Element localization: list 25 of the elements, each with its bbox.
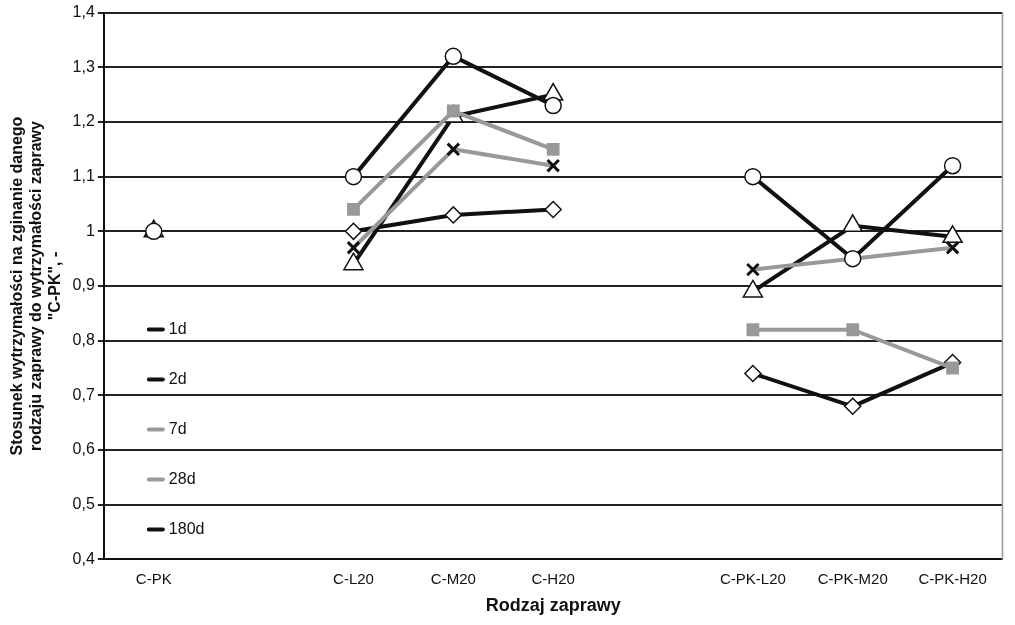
y-tick-label: 0,8 xyxy=(72,331,95,349)
y-tick-label: 0,4 xyxy=(72,549,95,567)
y-tick-label: 0,7 xyxy=(72,385,95,403)
x-tick-label: C-PK-M20 xyxy=(817,569,888,587)
y-tick-label: 1,3 xyxy=(72,57,95,75)
y-tick-label: 1,1 xyxy=(72,167,95,185)
y-tick-label: 0,9 xyxy=(72,276,95,294)
y-tick-label: 1,2 xyxy=(72,112,95,130)
y-tick-label: 1,4 xyxy=(72,3,95,21)
x-tick-label: C-PK-H20 xyxy=(918,569,987,587)
legend-label: 2d xyxy=(168,369,187,387)
legend-label: 180d xyxy=(168,519,205,537)
y-tick-label: 0,5 xyxy=(72,495,95,513)
legend-label: 1d xyxy=(168,319,187,337)
x-tick-label: C-H20 xyxy=(531,569,575,587)
legend-label: 7d xyxy=(168,419,187,437)
x-tick-label: C-PK-L20 xyxy=(719,569,786,587)
y-tick-label: 0,6 xyxy=(72,440,95,458)
x-tick-label: C-L20 xyxy=(333,569,374,587)
legend-label: 28d xyxy=(168,469,196,487)
x-tick-label: C-M20 xyxy=(430,569,476,587)
x-tick-label: C-PK xyxy=(135,569,172,587)
y-axis-title: Stosunek wytrzymałości na zginanie danego rodzaju zaprawy do wytrzymałości zaprawy "C-PK", - xyxy=(8,116,64,456)
y-tick-label: 1 xyxy=(85,221,95,239)
x-axis-title: Rodzaj zaprawy xyxy=(485,595,621,616)
